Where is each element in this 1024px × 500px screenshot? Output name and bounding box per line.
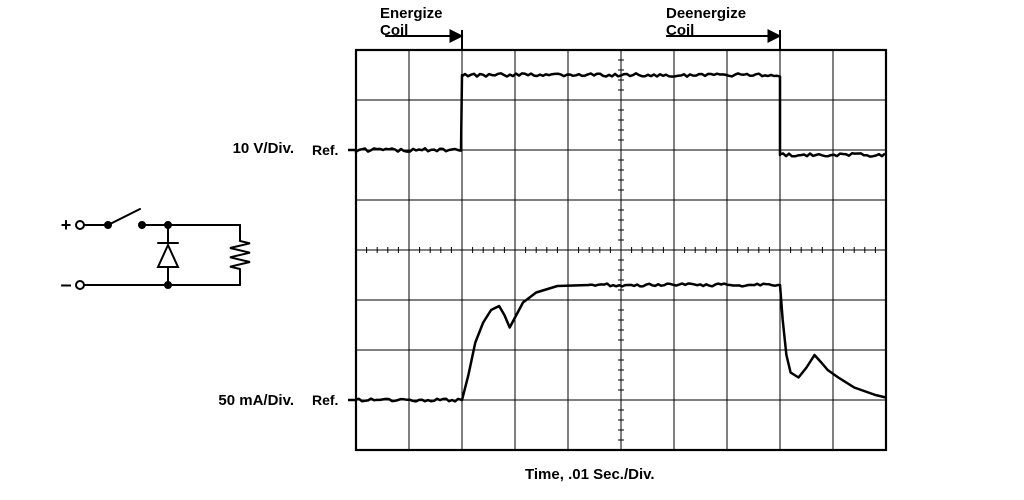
energize-label: EnergizeCoil <box>380 5 443 40</box>
svg-text:–: – <box>60 274 71 296</box>
current-ref-label: Ref. <box>312 392 338 408</box>
svg-text:+: + <box>61 215 72 235</box>
voltage-scale-label: 10 V/Div. <box>233 140 294 157</box>
circuit-schematic: +– <box>60 209 250 296</box>
voltage-ref-label: Ref. <box>312 142 338 158</box>
figure-stage: EnergizeCoil DeenergizeCoil 10 V/Div. Re… <box>0 0 1024 500</box>
time-axis-text: Time, .01 Sec./Div. <box>525 466 655 483</box>
voltage-trace <box>348 73 885 156</box>
deenergize-label: DeenergizeCoil <box>666 5 746 40</box>
current-trace <box>348 284 886 402</box>
figure-svg: +– <box>0 0 1024 500</box>
voltage-scale-text: 10 V/Div. <box>233 140 294 157</box>
current-ref-text: Ref. <box>312 392 338 408</box>
current-scale-label: 50 mA/Div. <box>218 392 294 409</box>
energize-text-l1: EnergizeCoil <box>380 5 443 39</box>
voltage-ref-text: Ref. <box>312 142 338 158</box>
current-scale-text: 50 mA/Div. <box>218 392 294 409</box>
deenergize-text-l1: DeenergizeCoil <box>666 5 746 39</box>
time-axis-label: Time, .01 Sec./Div. <box>525 466 655 483</box>
